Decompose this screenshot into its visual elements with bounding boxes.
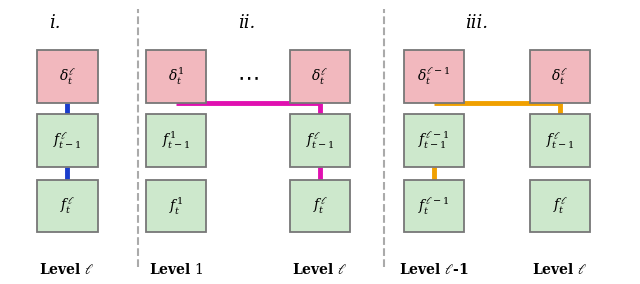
Text: $f_t^{\ell-1}$: $f_t^{\ell-1}$ <box>418 195 450 216</box>
Text: $f_{t-1}^{\ell-1}$: $f_{t-1}^{\ell-1}$ <box>418 130 450 151</box>
Text: $f_t^\ell$: $f_t^\ell$ <box>553 196 567 216</box>
Text: ii.: ii. <box>238 14 255 32</box>
Text: $\delta_t^\ell$: $\delta_t^\ell$ <box>552 66 568 87</box>
Text: i.: i. <box>49 14 60 32</box>
Text: Level $\ell$: Level $\ell$ <box>292 262 348 277</box>
FancyBboxPatch shape <box>146 179 206 232</box>
FancyBboxPatch shape <box>404 51 465 103</box>
FancyBboxPatch shape <box>530 114 590 167</box>
Text: $\delta_t^\ell$: $\delta_t^\ell$ <box>312 66 328 87</box>
Text: $f_t^1$: $f_t^1$ <box>169 195 183 216</box>
Text: $f_{t-1}^\ell$: $f_{t-1}^\ell$ <box>53 130 81 151</box>
Text: $\cdots$: $\cdots$ <box>237 67 259 87</box>
FancyBboxPatch shape <box>36 179 97 232</box>
FancyBboxPatch shape <box>36 114 97 167</box>
Text: Level $\ell$-1: Level $\ell$-1 <box>399 262 469 277</box>
Text: Level $1$: Level $1$ <box>148 262 204 277</box>
FancyBboxPatch shape <box>36 51 97 103</box>
Text: $f_{t-1}^\ell$: $f_{t-1}^\ell$ <box>306 130 334 151</box>
Text: $f_t^\ell$: $f_t^\ell$ <box>313 196 327 216</box>
FancyBboxPatch shape <box>530 51 590 103</box>
FancyBboxPatch shape <box>290 51 351 103</box>
Text: iii.: iii. <box>465 14 488 32</box>
Text: Level $\ell$: Level $\ell$ <box>40 262 95 277</box>
Text: $f_{t-1}^\ell$: $f_{t-1}^\ell$ <box>546 130 574 151</box>
FancyBboxPatch shape <box>404 179 465 232</box>
FancyBboxPatch shape <box>530 179 590 232</box>
Text: Level $\ell$: Level $\ell$ <box>532 262 588 277</box>
FancyBboxPatch shape <box>146 51 206 103</box>
FancyBboxPatch shape <box>404 114 465 167</box>
FancyBboxPatch shape <box>290 179 351 232</box>
Text: $f_{t-1}^1$: $f_{t-1}^1$ <box>162 130 190 151</box>
Text: $\delta_t^\ell$: $\delta_t^\ell$ <box>59 66 76 87</box>
FancyBboxPatch shape <box>146 114 206 167</box>
Text: $\delta_t^{\ell-1}$: $\delta_t^{\ell-1}$ <box>417 66 451 87</box>
FancyBboxPatch shape <box>290 114 351 167</box>
Text: $\delta_t^1$: $\delta_t^1$ <box>168 66 184 87</box>
Text: $f_t^\ell$: $f_t^\ell$ <box>60 196 74 216</box>
